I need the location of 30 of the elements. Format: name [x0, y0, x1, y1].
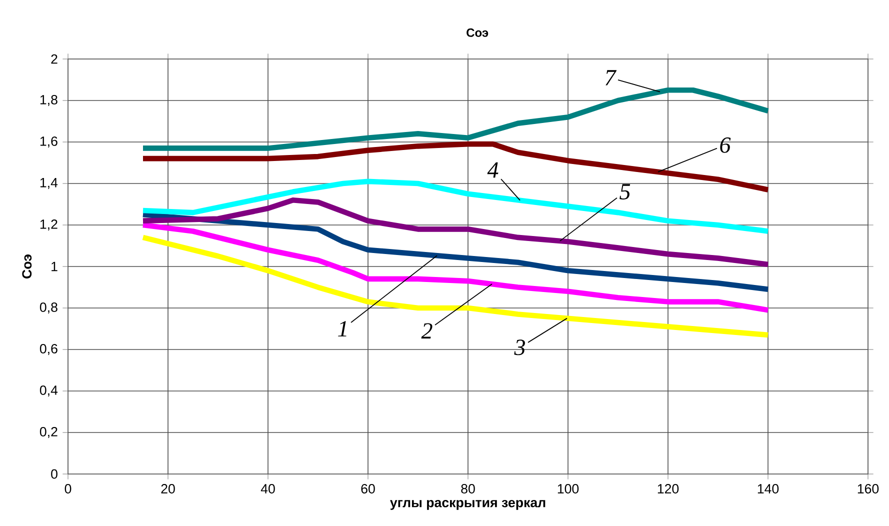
y-tick-label: 1,8: [40, 95, 58, 106]
y-tick-label: 1,4: [40, 178, 58, 189]
chart-title: Соэ: [466, 28, 488, 37]
y-axis-title: Соэ: [22, 254, 32, 278]
x-tick-label: 140: [758, 484, 779, 494]
x-axis-title: углы раскрытия зеркал: [390, 500, 546, 510]
x-tick-label: 0: [64, 484, 72, 494]
x-tick-label: 100: [558, 484, 579, 494]
text: 1: [338, 321, 346, 336]
x-tick-label: 20: [161, 484, 175, 494]
y-tick-label: 0,2: [40, 427, 58, 438]
x-tick-label: 120: [658, 484, 679, 494]
x-tick-label: 160: [858, 484, 879, 494]
x-tick-label: 80: [461, 484, 475, 494]
series-label: 4: [487, 162, 498, 178]
y-tick-label: 0: [51, 469, 58, 479]
y-tick-label: 0,6: [40, 344, 58, 356]
y-tick-label: 1: [52, 262, 58, 272]
series-label: 3: [514, 340, 525, 356]
y-tick-label: 0,8: [40, 302, 58, 314]
y-tick-label: 1,2: [40, 220, 58, 231]
series-label: 7: [606, 70, 617, 86]
series-label: 2: [421, 323, 432, 338]
text: 5: [620, 184, 630, 200]
y-tick-label: 0,4: [40, 386, 58, 397]
series-label: 6: [720, 137, 731, 153]
x-tick-label: 60: [361, 484, 375, 494]
x-tick-label: 40: [260, 484, 275, 494]
y-tick-label: 1,6: [40, 136, 58, 148]
y-tick-label: 2: [51, 54, 58, 64]
